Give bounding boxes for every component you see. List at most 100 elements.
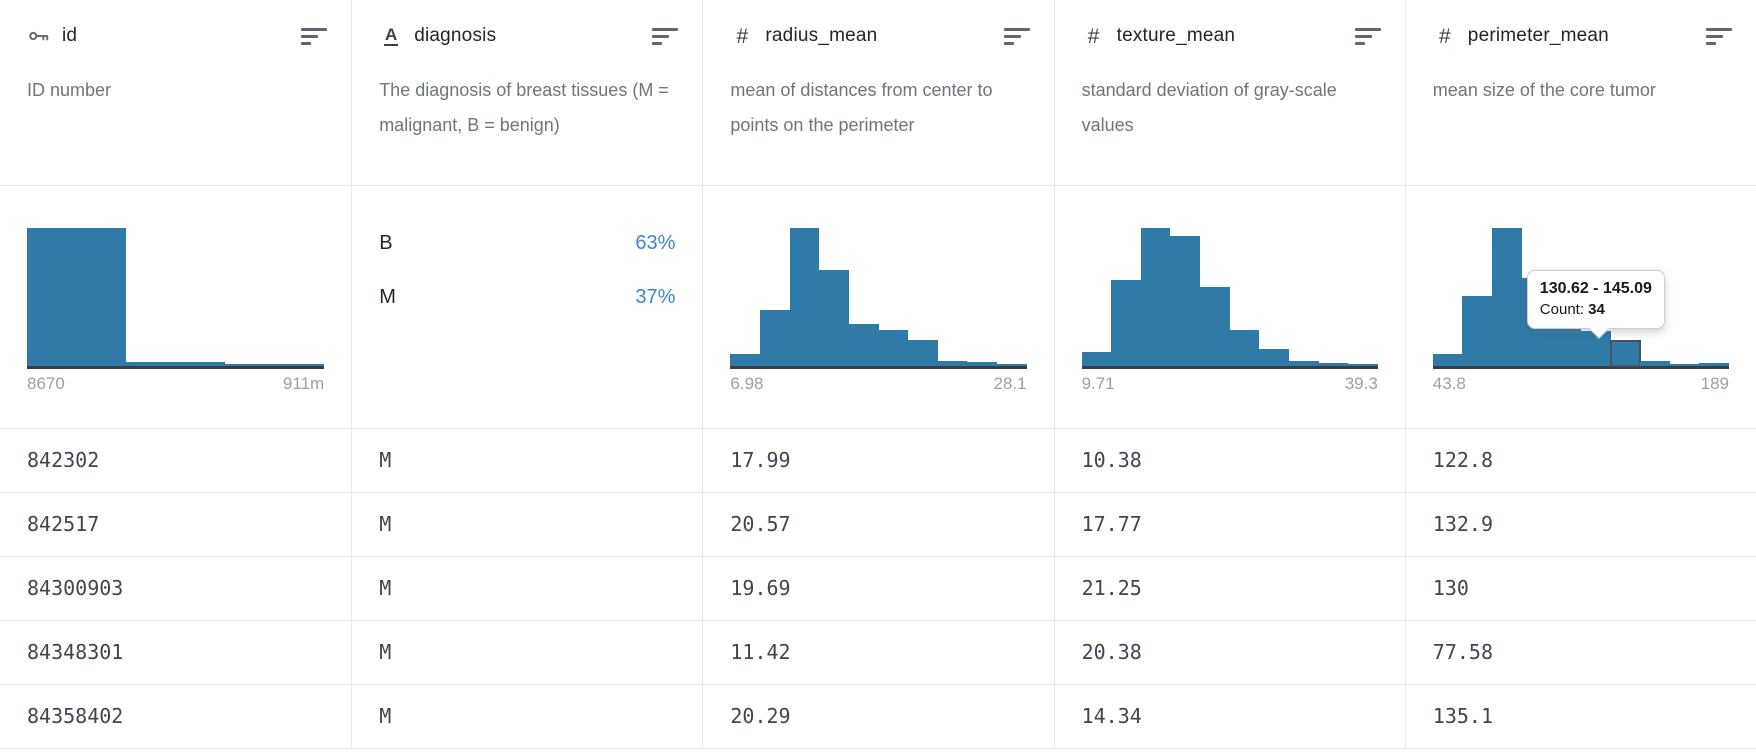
table-cell[interactable]: M [352, 429, 703, 493]
column-header-id[interactable]: id ID number [0, 0, 352, 186]
column-header-texture-mean[interactable]: # texture_mean standard deviation of gra… [1054, 0, 1405, 186]
table-cell[interactable]: 17.99 [703, 429, 1054, 493]
histogram-bar[interactable] [1081, 352, 1112, 366]
histogram-bar[interactable] [1318, 363, 1349, 366]
tooltip-count: Count: 34 [1540, 300, 1652, 320]
histogram-bar[interactable] [126, 362, 226, 366]
table-cell[interactable]: 77.58 [1405, 621, 1756, 685]
column-summary-radius-mean: 6.98 28.1 [703, 186, 1054, 429]
histogram-bar[interactable] [1200, 287, 1230, 366]
histogram-axis [1432, 366, 1729, 369]
column-description: standard deviation of gray-scale values [1081, 80, 1337, 135]
axis-max-label: 39.3 [1344, 374, 1378, 393]
histogram-bar[interactable] [1170, 236, 1201, 366]
table-cell[interactable]: 20.29 [703, 685, 1054, 749]
column-title: texture_mean [1116, 25, 1236, 46]
table-cell[interactable]: M [352, 493, 703, 557]
histogram-bar[interactable] [789, 228, 820, 366]
histogram-bar[interactable] [1492, 228, 1522, 366]
histogram-bar[interactable] [1259, 349, 1289, 366]
table-cell[interactable]: 842517 [0, 493, 352, 557]
histogram-bar[interactable] [1640, 361, 1670, 366]
histogram-bar[interactable] [1229, 330, 1260, 366]
column-perimeter-mean: # perimeter_mean mean size of the core t… [1404, 0, 1756, 749]
histogram-bar[interactable] [997, 364, 1027, 366]
histogram-bar[interactable] [225, 364, 325, 366]
tooltip-count-value: 34 [1588, 300, 1605, 318]
table-cell[interactable]: M [352, 685, 703, 749]
column-summary-id: 8670 911m [0, 186, 352, 429]
histogram-bar[interactable] [1140, 228, 1171, 366]
histogram-texture-mean [1081, 204, 1378, 366]
table-cell[interactable]: 21.25 [1054, 557, 1405, 621]
table-cell[interactable]: 135.1 [1405, 685, 1756, 749]
table-cell[interactable]: 20.57 [703, 493, 1054, 557]
histogram-bar[interactable] [848, 324, 879, 366]
axis-min-label: 9.71 [1081, 374, 1115, 393]
column-header-diagnosis[interactable]: A diagnosis The diagnosis of breast tiss… [352, 0, 703, 186]
histogram-radius-mean [730, 204, 1027, 366]
histogram-bar[interactable] [908, 340, 938, 366]
histogram-bar[interactable] [1111, 280, 1141, 366]
table-cell[interactable]: 122.8 [1405, 429, 1756, 493]
column-id: id ID number 8670 911m 842302 842517 843… [0, 0, 352, 749]
column-description: mean of distances from center to points … [730, 80, 993, 135]
histogram-bar[interactable] [1462, 296, 1493, 366]
sort-icon[interactable] [1706, 27, 1732, 45]
text-type-icon: A [379, 25, 403, 47]
table-cell[interactable]: 132.9 [1405, 493, 1756, 557]
table-cell[interactable]: 842302 [0, 429, 352, 493]
table-cell[interactable]: M [352, 621, 703, 685]
axis-min-label: 43.8 [1432, 374, 1466, 393]
axis-min-label: 6.98 [730, 374, 764, 393]
histogram-bar[interactable] [1348, 364, 1378, 366]
sort-icon[interactable] [301, 27, 328, 45]
category-row[interactable]: M 37% [379, 270, 675, 324]
table-cell[interactable]: 20.38 [1054, 621, 1405, 685]
sort-icon[interactable] [1003, 27, 1030, 45]
column-summary-texture-mean: 9.71 39.3 [1054, 186, 1405, 429]
histogram-bar[interactable] [819, 270, 849, 366]
category-label: M [379, 285, 396, 308]
sort-icon[interactable] [652, 27, 679, 45]
histogram-bar[interactable] [27, 228, 127, 366]
column-texture-mean: # texture_mean standard deviation of gra… [1053, 0, 1405, 749]
table-cell[interactable]: 84300903 [0, 557, 352, 621]
table-cell[interactable]: 11.42 [703, 621, 1054, 685]
table-cell[interactable]: 130 [1405, 557, 1756, 621]
table-cell[interactable]: 17.77 [1054, 493, 1405, 557]
sort-icon[interactable] [1354, 27, 1381, 45]
axis-max-label: 189 [1700, 374, 1729, 393]
histogram-bar[interactable] [1669, 364, 1700, 366]
histogram-bar[interactable] [760, 310, 790, 366]
column-header-perimeter-mean[interactable]: # perimeter_mean mean size of the core t… [1405, 0, 1756, 186]
histogram-bar[interactable] [967, 362, 998, 366]
key-icon [27, 24, 51, 48]
column-diagnosis: A diagnosis The diagnosis of breast tiss… [351, 0, 703, 749]
table-cell[interactable]: 19.69 [703, 557, 1054, 621]
number-icon: # [736, 24, 749, 48]
table-cell[interactable]: 10.38 [1054, 429, 1405, 493]
table-cell[interactable]: 84358402 [0, 685, 352, 749]
histogram-bar[interactable] [1580, 331, 1611, 366]
column-summary-perimeter-mean: 43.8 189 130.62 - 145.09 Count: 34 [1405, 186, 1756, 429]
table-cell[interactable]: M [352, 557, 703, 621]
number-icon: # [1087, 24, 1100, 48]
histogram-bar[interactable] [1432, 354, 1463, 366]
histogram-bar[interactable] [1288, 361, 1319, 366]
histogram-bar[interactable] [730, 354, 761, 366]
histogram-id [27, 204, 325, 366]
column-header-radius-mean[interactable]: # radius_mean mean of distances from cen… [703, 0, 1054, 186]
histogram-bar[interactable] [937, 361, 968, 366]
column-radius-mean: # radius_mean mean of distances from cen… [702, 0, 1054, 749]
histogram-bar[interactable] [878, 330, 909, 366]
column-title: perimeter_mean [1467, 25, 1609, 46]
table-cell[interactable]: 14.34 [1054, 685, 1405, 749]
histogram-bar[interactable] [1609, 340, 1642, 367]
table-cell[interactable]: 84348301 [0, 621, 352, 685]
histogram-bar[interactable] [1699, 363, 1730, 366]
category-row[interactable]: B 63% [379, 216, 675, 270]
column-description: The diagnosis of breast tissues (M = mal… [379, 80, 669, 135]
category-percent: 37% [635, 285, 676, 308]
